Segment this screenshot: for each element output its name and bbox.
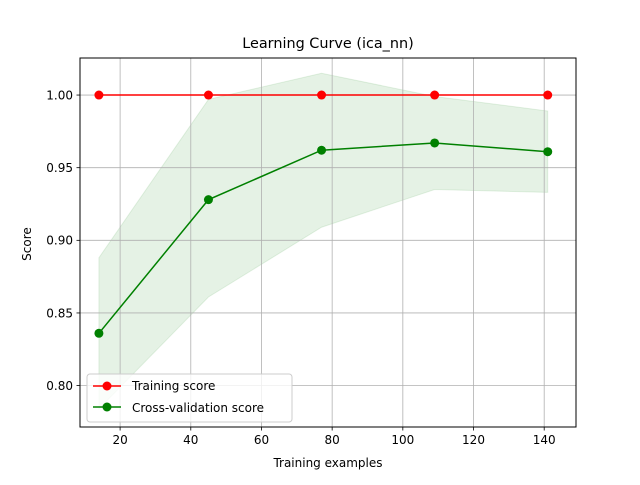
data-point-cross-validation-score — [94, 328, 104, 338]
data-point-training-score — [317, 90, 327, 100]
data-point-cross-validation-score — [543, 147, 553, 157]
series-lines — [94, 90, 553, 338]
data-point-training-score — [543, 90, 553, 100]
y-tick-label: 0.85 — [46, 306, 73, 320]
legend-label-training: Training score — [131, 379, 215, 393]
legend-marker-training — [102, 381, 112, 391]
x-tick-label: 40 — [183, 433, 198, 447]
data-point-cross-validation-score — [430, 138, 440, 148]
data-point-cross-validation-score — [203, 195, 213, 205]
data-point-training-score — [94, 90, 104, 100]
data-point-cross-validation-score — [317, 145, 327, 155]
legend: Training score Cross-validation score — [86, 373, 293, 423]
x-tick-label: 20 — [112, 433, 127, 447]
y-axis-label: Score — [20, 227, 34, 261]
legend-marker-cross-validation — [102, 402, 112, 412]
x-tick-label: 100 — [391, 433, 414, 447]
y-tick-label: 0.90 — [46, 234, 73, 248]
band-cross-validation-score — [98, 72, 549, 411]
y-tick-label: 1.00 — [46, 88, 73, 102]
x-axis-label: Training examples — [272, 456, 382, 470]
x-tick-label: 80 — [325, 433, 340, 447]
y-tick-label: 0.80 — [46, 379, 73, 393]
data-point-training-score — [430, 90, 440, 100]
legend-label-cross-validation: Cross-validation score — [132, 401, 264, 415]
axis-ticks: 20 40 60 80 100 120 140 0.80 0.85 0.90 0.95 1.00 — [46, 88, 555, 447]
x-tick-label: 60 — [254, 433, 269, 447]
plot-area-frame — [79, 57, 577, 428]
y-tick-label: 0.95 — [46, 161, 73, 175]
data-point-training-score — [203, 90, 213, 100]
x-tick-label: 120 — [462, 433, 485, 447]
legend-box — [86, 373, 293, 423]
x-tick-label: 140 — [533, 433, 556, 447]
chart-title: Learning Curve (ica_nn) — [242, 36, 413, 52]
